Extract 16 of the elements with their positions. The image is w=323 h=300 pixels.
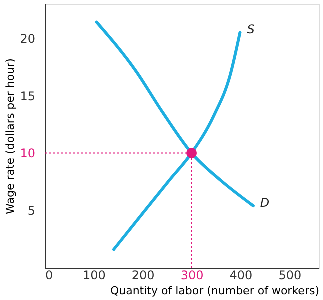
x-tick-label: 200 bbox=[132, 268, 155, 282]
series-label: S bbox=[247, 22, 256, 37]
line-series bbox=[95, 20, 255, 208]
x-tick-label: 300 bbox=[180, 268, 204, 282]
y-tick-label: 10 bbox=[20, 146, 36, 161]
x-tick-label: 100 bbox=[82, 268, 106, 282]
y-tick-label: 15 bbox=[20, 89, 36, 104]
x-axis-title: Quantity of labor (number of workers) bbox=[110, 284, 320, 298]
y-axis-title: Wage rate (dollars per hour) bbox=[4, 58, 18, 214]
series-label: D bbox=[260, 196, 270, 210]
x-tick-label: 0 bbox=[46, 268, 54, 282]
x-tick-label: 500 bbox=[278, 268, 302, 282]
x-tick-label: 400 bbox=[230, 268, 253, 282]
line-series bbox=[112, 31, 242, 252]
y-tick-label: 5 bbox=[28, 204, 36, 218]
y-tick-label: 20 bbox=[20, 32, 36, 46]
